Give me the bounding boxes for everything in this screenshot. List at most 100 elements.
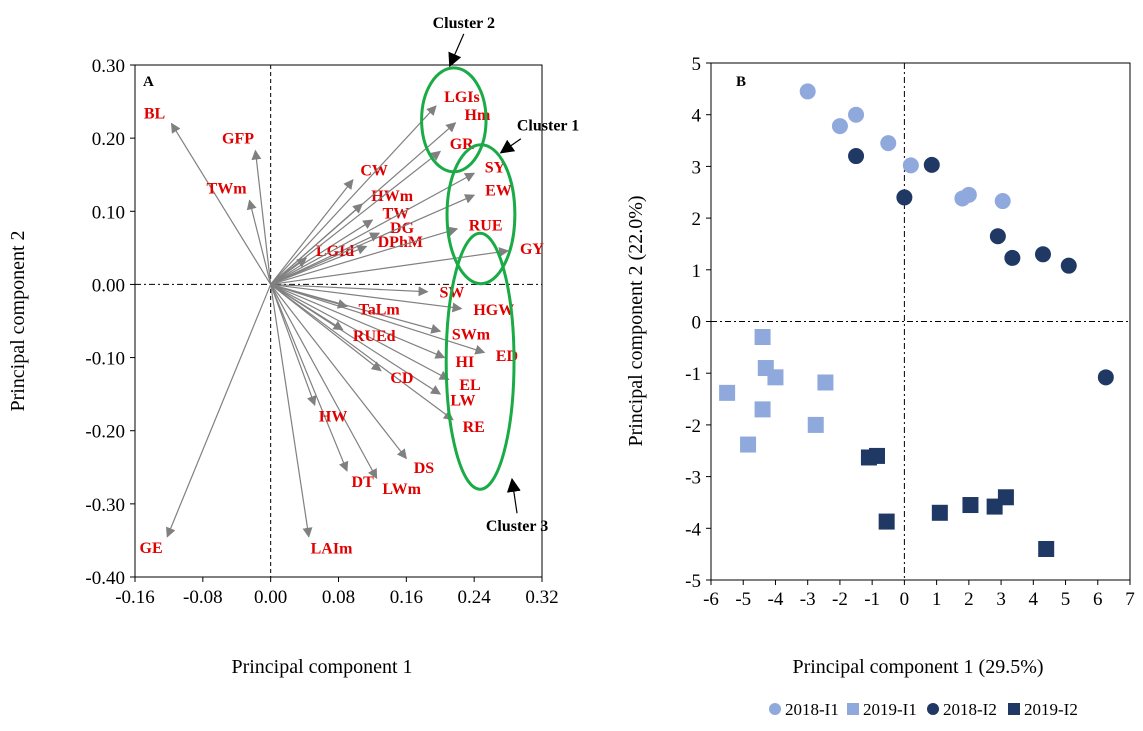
plot-b-x-tick-label: -1 (864, 589, 880, 610)
plot-b-y-tick-label: -1 (685, 364, 701, 385)
point-2018-i1 (960, 186, 977, 203)
vector-label-gr: GR (450, 136, 474, 153)
plot-b-y-tick-label: -5 (685, 571, 701, 592)
vector-arrow-hi (270, 283, 446, 359)
point-2019-i1 (767, 369, 784, 386)
plot-a-x-tick-label: 0.00 (254, 587, 287, 608)
vector-label-hi: HI (456, 354, 475, 371)
plot-a-y-tick-label: -0.40 (85, 568, 125, 589)
vector-arrow-ge (166, 284, 272, 538)
vector-label-gfp: GFP (222, 131, 254, 148)
plot-a-y-axis-title: Principal component 2 (7, 230, 29, 411)
vector-label-cw: CW (360, 162, 388, 179)
vector-arrow-bl (170, 122, 272, 285)
vector-label-ew: EW (485, 182, 512, 199)
plot-b-y-tick-label: 2 (692, 209, 702, 230)
cluster-label-cluster-1: Cluster 1 (517, 118, 579, 135)
point-2019-i2 (868, 447, 885, 464)
vector-arrow-sw (270, 283, 429, 297)
plot-b-x-tick-label: 2 (964, 589, 974, 610)
vector-arrow-el (270, 283, 450, 381)
cluster-callout-arrow-cluster-3 (506, 477, 521, 514)
vector-label-lgis: LGIs (444, 89, 480, 106)
point-2019-i2 (931, 504, 948, 521)
point-2019-i1 (817, 374, 834, 391)
plot-a-ticks: -0.16 -0.08 0.00 0.08 0.16 0.24 0.32 0.30 0.20 0.… (85, 56, 558, 608)
point-2018-i2 (1034, 246, 1051, 263)
plot-b-y-tick-label: -4 (685, 519, 701, 540)
point-2018-i1 (880, 135, 897, 152)
plot-a-x-tick-label: 0.32 (525, 587, 558, 608)
vector-arrow-ds (270, 284, 407, 460)
plot-b-y-tick-label: -3 (685, 468, 701, 489)
point-2018-i2 (989, 228, 1006, 245)
point-2019-i1 (754, 401, 771, 418)
point-2018-i2 (1004, 249, 1021, 266)
point-2018-i2 (848, 148, 865, 165)
point-2019-i1 (754, 329, 771, 346)
vector-arrow-re (270, 283, 454, 421)
plot-b-x-tick-label: -5 (735, 589, 751, 610)
legend-marker-2018-i1 (769, 703, 781, 715)
legend-label-2019-i2: 2019-I2 (1024, 700, 1078, 719)
vector-label-ge: GE (140, 540, 163, 557)
vector-arrow-sy (270, 172, 476, 285)
point-2019-i1 (807, 416, 824, 433)
point-2018-i1 (902, 157, 919, 174)
vector-label-hw: HW (319, 408, 347, 425)
legend-marker-2019-i2 (1008, 703, 1020, 715)
point-2018-i1 (994, 193, 1011, 210)
vector-arrow-gy (270, 247, 510, 286)
vector-arrow-gr (270, 150, 442, 285)
vector-label-twm: TWm (207, 181, 248, 198)
plot-a-y-tick-label: -0.30 (85, 495, 125, 516)
vector-arrow-ew (270, 194, 476, 285)
point-2018-i2 (1097, 369, 1114, 386)
vector-label-laim: LAIm (311, 541, 353, 558)
vector-arrow-rue (270, 226, 459, 286)
plot-a-clusters (420, 66, 517, 491)
cluster-outline-cluster-2 (420, 66, 488, 174)
plot-a-y-tick-label: -0.20 (85, 422, 125, 443)
vector-arrow-dt (270, 284, 349, 472)
vector-label-lgid: LGId (316, 243, 354, 260)
point-2018-i1 (831, 118, 848, 135)
point-2019-i2 (997, 489, 1014, 506)
plot-a-y-tick-label: 0.10 (92, 202, 125, 223)
vector-arrow-gfp (251, 149, 272, 285)
plot-a-y-tick-label: 0.00 (92, 275, 125, 296)
vector-arrow-dphm (270, 245, 368, 285)
plot-a-cluster-callouts: Cluster 1 Cluster 2 Cluster 3 (433, 15, 580, 535)
plot-a-x-axis-title: Principal component 1 (231, 656, 412, 678)
point-2019-i2 (878, 513, 895, 530)
plot-b-x-tick-label: -6 (703, 589, 719, 610)
biplot-panel-a: -0.16 -0.08 0.00 0.08 0.16 0.24 0.32 0.30 0.20 0.… (7, 15, 579, 678)
plot-b-x-tick-label: 7 (1125, 589, 1135, 610)
cluster-label-cluster-2: Cluster 2 (433, 15, 495, 32)
plot-b-legend: 2018-I1 2019-I1 2018-I2 2019-I2 (769, 700, 1078, 719)
legend-label-2018-i2: 2018-I2 (943, 700, 997, 719)
vector-label-hwm: HWm (371, 188, 413, 205)
plot-b-points (719, 83, 1114, 557)
plot-a-y-tick-label: 0.30 (92, 56, 125, 77)
point-2018-i1 (848, 106, 865, 123)
plot-a-x-tick-label: 0.08 (322, 587, 355, 608)
plot-b-panel-label: B (736, 74, 746, 90)
vector-arrow-rued (270, 283, 344, 331)
cluster-label-cluster-3: Cluster 3 (486, 518, 548, 535)
legend-marker-2019-i1 (847, 703, 859, 715)
point-2019-i2 (962, 497, 979, 514)
cluster-callout-arrow-cluster-1 (499, 138, 522, 154)
legend-label-2019-i1: 2019-I1 (863, 700, 917, 719)
plot-b-x-tick-label: -3 (800, 589, 816, 610)
point-2019-i1 (740, 436, 757, 453)
vector-label-sy: SY (485, 159, 506, 176)
vector-label-re: RE (463, 419, 485, 436)
point-2019-i2 (1038, 540, 1055, 557)
vector-arrow-lwm (270, 284, 378, 480)
point-2018-i2 (923, 156, 940, 173)
plot-b-x-tick-label: 0 (900, 589, 910, 610)
point-2018-i1 (799, 83, 816, 100)
